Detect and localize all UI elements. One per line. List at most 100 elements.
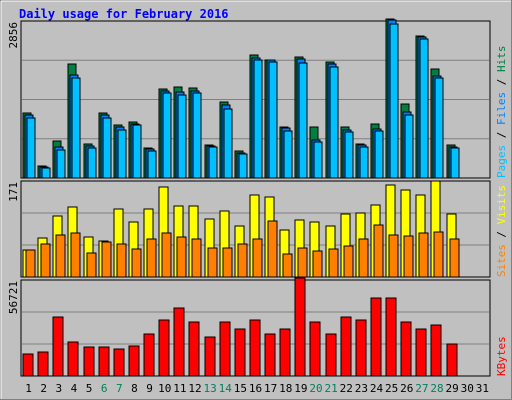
bar-pages-day-10 bbox=[162, 92, 172, 179]
bar-kbytes-day-27 bbox=[415, 328, 427, 377]
bars-layer bbox=[22, 18, 460, 377]
bar-kbytes-day-28 bbox=[430, 324, 442, 377]
x-tick-day-13: 13 bbox=[203, 382, 216, 395]
x-tick-day-2: 2 bbox=[40, 382, 47, 395]
legend-hits-files-pages: Pages / Files / Hits bbox=[495, 46, 508, 179]
bar-pages-day-25 bbox=[389, 23, 399, 179]
x-tick-day-20: 20 bbox=[309, 382, 322, 395]
bar-pages-day-15 bbox=[238, 153, 248, 179]
x-tick-day-11: 11 bbox=[173, 382, 186, 395]
bar-kbytes-day-16 bbox=[249, 319, 261, 377]
legend-entry-pages: Pages bbox=[495, 145, 508, 178]
bar-kbytes-day-17 bbox=[264, 333, 276, 377]
y-max-label: 2856 bbox=[7, 22, 20, 49]
legend-kbytes: KBytes bbox=[495, 336, 508, 376]
bar-sites-day-3 bbox=[55, 234, 66, 278]
chart-title: Daily usage for February 2016 bbox=[19, 7, 229, 21]
bar-sites-day-7 bbox=[116, 243, 127, 278]
x-tick-day-10: 10 bbox=[158, 382, 171, 395]
bar-pages-day-13 bbox=[208, 146, 218, 179]
bar-pages-day-18 bbox=[283, 130, 293, 179]
bar-kbytes-day-15 bbox=[234, 328, 246, 377]
legend-entry-sep: / bbox=[495, 72, 508, 92]
legend-entry-files: Files bbox=[495, 92, 508, 125]
bar-pages-day-14 bbox=[223, 108, 233, 179]
bar-sites-day-29 bbox=[449, 238, 460, 278]
x-tick-day-7: 7 bbox=[116, 382, 123, 395]
bar-pages-day-9 bbox=[147, 150, 157, 179]
bar-kbytes-day-3 bbox=[52, 316, 64, 377]
y-max-label: 56721 bbox=[7, 281, 20, 314]
bar-pages-day-5 bbox=[87, 147, 97, 179]
x-tick-day-3: 3 bbox=[56, 382, 63, 395]
x-tick-day-14: 14 bbox=[219, 382, 233, 395]
bar-pages-day-23 bbox=[359, 146, 369, 179]
bar-sites-day-5 bbox=[86, 252, 97, 278]
bar-kbytes-day-18 bbox=[279, 328, 291, 377]
bar-kbytes-day-21 bbox=[325, 333, 337, 377]
x-tick-day-6: 6 bbox=[101, 382, 108, 395]
bar-pages-day-4 bbox=[71, 77, 81, 179]
x-tick-day-22: 22 bbox=[340, 382, 353, 395]
x-tick-day-31: 31 bbox=[476, 382, 489, 395]
legends: Pages / Files / Hits Sites / Visits KBytes bbox=[495, 46, 508, 377]
bar-pages-day-28 bbox=[434, 77, 444, 179]
bar-sites-day-9 bbox=[146, 238, 157, 278]
x-tick-day-9: 9 bbox=[146, 382, 153, 395]
legend-entry-sep: / bbox=[495, 224, 508, 244]
bar-kbytes-day-10 bbox=[158, 319, 170, 377]
bar-pages-day-2 bbox=[41, 167, 51, 179]
bar-sites-day-19 bbox=[297, 247, 308, 278]
x-tick-day-8: 8 bbox=[131, 382, 138, 395]
y-max-label: 171 bbox=[7, 182, 20, 202]
bar-pages-day-22 bbox=[344, 131, 354, 179]
bar-pages-day-6 bbox=[102, 117, 112, 179]
bar-sites-day-12 bbox=[191, 238, 202, 278]
x-tick-day-24: 24 bbox=[370, 382, 384, 395]
bar-sites-day-25 bbox=[388, 234, 399, 278]
legend-entry-visits: Visits bbox=[495, 185, 508, 224]
bar-pages-day-20 bbox=[313, 141, 323, 179]
bar-pages-day-26 bbox=[404, 114, 414, 179]
bar-kbytes-day-19 bbox=[294, 277, 306, 377]
bar-kbytes-day-26 bbox=[400, 321, 412, 377]
legend-entry-kbytes: KBytes bbox=[495, 336, 508, 376]
bar-sites-day-23 bbox=[358, 238, 369, 278]
x-tick-day-15: 15 bbox=[234, 382, 247, 395]
bar-sites-day-4 bbox=[70, 232, 81, 278]
x-tick-day-17: 17 bbox=[264, 382, 277, 395]
bar-kbytes-day-20 bbox=[309, 321, 321, 377]
bar-pages-day-27 bbox=[419, 38, 429, 179]
bar-pages-day-21 bbox=[329, 66, 339, 179]
bar-sites-day-10 bbox=[161, 232, 172, 278]
x-tick-day-27: 27 bbox=[415, 382, 428, 395]
bar-sites-day-11 bbox=[176, 236, 187, 278]
x-tick-day-12: 12 bbox=[188, 382, 201, 395]
bar-pages-day-24 bbox=[374, 130, 384, 179]
bar-sites-day-13 bbox=[207, 247, 218, 278]
bar-sites-day-2 bbox=[40, 243, 51, 278]
bar-kbytes-day-1 bbox=[22, 353, 34, 377]
x-tick-day-30: 30 bbox=[461, 382, 474, 395]
bar-kbytes-day-24 bbox=[370, 297, 382, 377]
bar-sites-day-28 bbox=[433, 231, 444, 278]
bar-kbytes-day-8 bbox=[128, 345, 140, 377]
bar-kbytes-day-22 bbox=[340, 316, 352, 377]
bar-sites-day-16 bbox=[252, 238, 263, 278]
bar-sites-day-21 bbox=[328, 248, 339, 278]
bar-sites-day-8 bbox=[131, 248, 142, 278]
x-tick-day-29: 29 bbox=[446, 382, 459, 395]
x-tick-day-21: 21 bbox=[325, 382, 338, 395]
bar-sites-day-26 bbox=[403, 235, 414, 278]
x-tick-labels: 1 2 3 4 5 6 7 8 9 10 11 12 13 14 15 16 17 18 19 20 21 22 23 24 2… bbox=[25, 382, 489, 395]
bar-sites-day-20 bbox=[312, 250, 323, 278]
x-tick-day-19: 19 bbox=[294, 382, 307, 395]
legend-entry-sites: Sites bbox=[495, 244, 508, 277]
bar-kbytes-day-23 bbox=[355, 319, 367, 377]
bar-kbytes-day-14 bbox=[219, 321, 231, 377]
bar-kbytes-day-11 bbox=[173, 307, 185, 377]
bar-sites-day-18 bbox=[282, 253, 293, 278]
bar-pages-day-19 bbox=[298, 62, 308, 179]
x-tick-day-4: 4 bbox=[71, 382, 78, 395]
